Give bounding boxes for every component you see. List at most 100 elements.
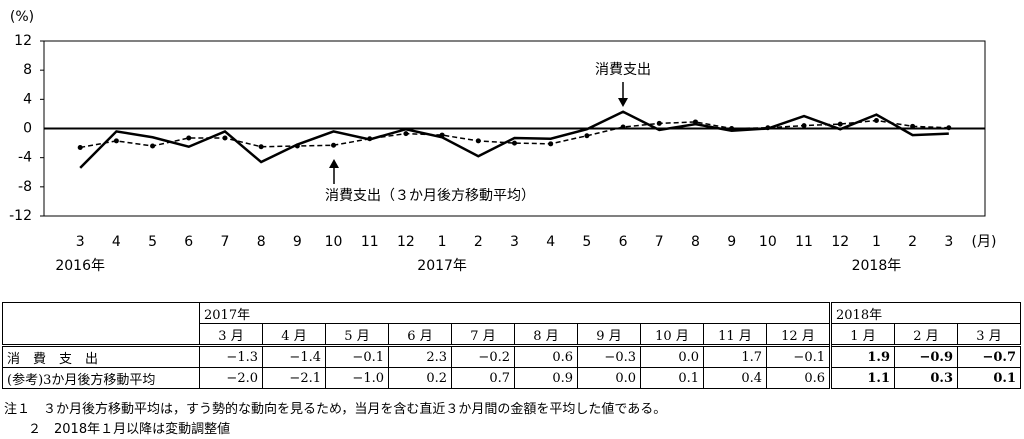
x-tick-label: 9 (293, 234, 302, 250)
annotation: 消費支出 (595, 62, 651, 78)
note: ２ 2018年１月以降は変動調整値 (28, 422, 231, 437)
point (656, 120, 662, 126)
year-label: 2017年 (417, 258, 467, 274)
table-row: (参考)3か月後方移動平均 −2.0 −2.1 −1.0 0.2 0.7 0.9 0.0 0.1… (2, 367, 1021, 389)
table-cell: −1.0 (325, 367, 389, 389)
x-tick-label: 6 (184, 234, 193, 250)
point (910, 123, 916, 129)
table-cell: −2.0 (199, 367, 263, 389)
x-tick-label: 11 (795, 234, 813, 250)
table-cell: 2017年 (199, 302, 832, 324)
point (186, 135, 192, 141)
x-tick-label: 3 (76, 234, 85, 250)
point (873, 117, 879, 123)
chart: (%) (月) 消費支出 消費支出（３か月後方移動平均） 12840-4-8-1… (9, 9, 997, 274)
table-cell: 10 月 (640, 323, 704, 346)
x-tick-label: 2 (908, 234, 917, 250)
table-cell: 消 費 支 出 (2, 344, 200, 368)
x-tick-label: 12 (831, 234, 849, 250)
x-tick-label: 4 (112, 234, 121, 250)
table-cell: 9 月 (577, 323, 641, 346)
x-tick-label: 10 (325, 234, 343, 250)
x-unit: (月) (972, 234, 997, 250)
table-cell: 4 月 (262, 323, 326, 346)
x-tick-label: 8 (691, 234, 700, 250)
arrow-head (329, 159, 339, 168)
table-cell: −0.2 (451, 344, 515, 368)
table-cell: −0.9 (894, 344, 958, 368)
table-cell: 0.1 (957, 367, 1021, 389)
point (331, 142, 337, 148)
x-tick-label: 1 (438, 234, 447, 250)
table-cell: 3 月 (199, 323, 263, 346)
table-cell: 11 月 (703, 323, 767, 346)
x-tick-label: 5 (582, 234, 591, 250)
point (294, 143, 300, 149)
table-cell: 7 月 (451, 323, 515, 346)
table-cell: 6 月 (388, 323, 452, 346)
x-tick-label: 1 (872, 234, 881, 250)
x-tick-label: 3 (510, 234, 519, 250)
y-tick-label: 0 (23, 121, 32, 137)
point (222, 135, 228, 141)
table-cell: −0.7 (957, 344, 1021, 368)
table-cell: 5 月 (325, 323, 389, 346)
table-cell: 0.1 (640, 367, 704, 389)
y-tick-label: -4 (18, 150, 32, 166)
table-cell: 2 月 (894, 323, 958, 346)
point (439, 132, 445, 138)
table-cell: 0.2 (388, 367, 452, 389)
point (150, 143, 156, 149)
note: 注１ ３か月後方移動平均は，すう勢的な動向を見るため，当月を含む直近３か月間の金… (4, 402, 667, 417)
table-cell (2, 323, 200, 346)
point (475, 138, 481, 144)
x-tick-label: 6 (619, 234, 628, 250)
table-cell: 1.1 (830, 367, 895, 389)
x-tick-label: 7 (655, 234, 664, 250)
table-cell: 0.4 (703, 367, 767, 389)
x-tick-label: 4 (546, 234, 555, 250)
table-cell: −1.3 (199, 344, 263, 368)
table-cell: −2.1 (262, 367, 326, 389)
table-cell (2, 302, 200, 324)
point (403, 131, 409, 137)
point (620, 124, 626, 130)
table-cell: (参考)3か月後方移動平均 (2, 367, 200, 389)
table-cell: 1 月 (830, 323, 895, 346)
table-cell: −0.3 (577, 344, 641, 368)
x-tick-label: 5 (148, 234, 157, 250)
y-tick-label: 8 (23, 62, 32, 78)
table-cell: 12 月 (766, 323, 832, 346)
point (548, 141, 554, 147)
x-tick-label: 7 (221, 234, 230, 250)
table-cell: 8 月 (514, 323, 578, 346)
point (837, 121, 843, 127)
table-cell: 0.3 (894, 367, 958, 389)
x-tick-label: 12 (397, 234, 415, 250)
table-cell: −1.4 (262, 344, 326, 368)
point (765, 125, 771, 131)
table-row: 消 費 支 出 −1.3 −1.4 −0.1 2.3 −0.2 0.6 −0.3 0.0 1.7−… (2, 344, 1021, 368)
table-cell: 3 月 (957, 323, 1021, 346)
x-tick-label: 10 (759, 234, 777, 250)
table-cell: 0.0 (577, 367, 641, 389)
point (729, 126, 735, 131)
table-cell: 0.9 (514, 367, 578, 389)
y-tick-label: 4 (23, 91, 32, 107)
y-tick-label: -12 (9, 208, 32, 224)
point (584, 133, 590, 139)
y-unit: (%) (10, 9, 34, 25)
table-cell: 0.0 (640, 344, 704, 368)
table-cell: −0.1 (766, 344, 832, 368)
table-cell: 2.3 (388, 344, 452, 368)
year-label: 2016年 (55, 258, 105, 274)
table-cell: 0.6 (766, 367, 832, 389)
point (258, 144, 264, 150)
y-tick-label: 12 (14, 33, 32, 49)
year-label: 2018年 (852, 258, 902, 274)
table-cell: 1.7 (703, 344, 767, 368)
point (801, 123, 807, 129)
series-line (79, 110, 949, 169)
annotation: 消費支出（３か月後方移動平均） (325, 188, 535, 204)
